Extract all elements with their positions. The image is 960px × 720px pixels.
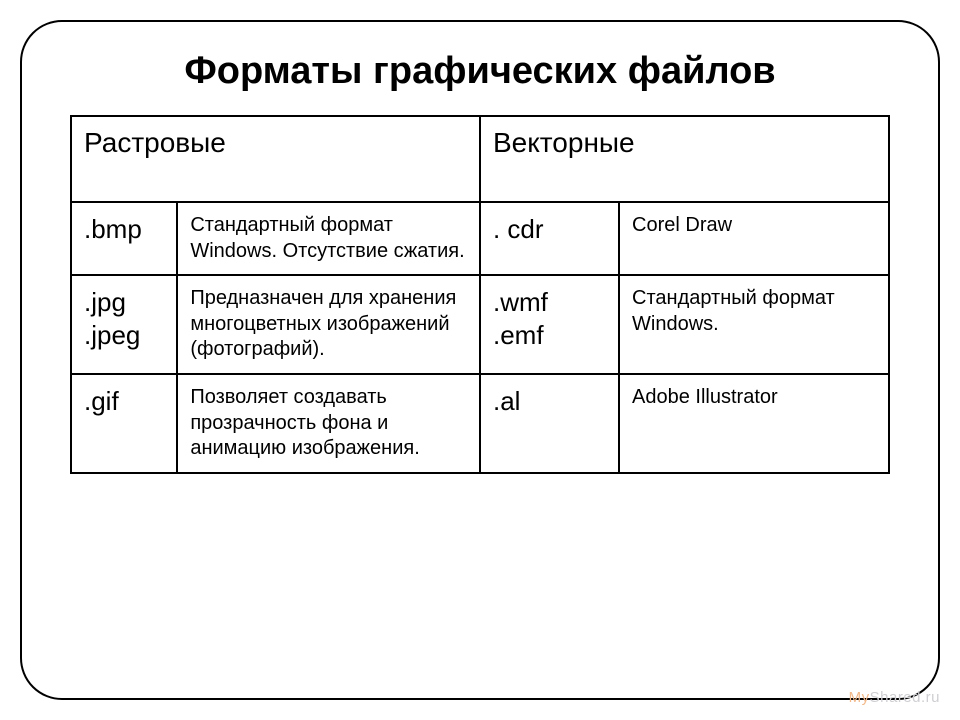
vector-desc: Corel Draw xyxy=(619,202,889,275)
formats-table: Растровые Векторные .bmp Стандартный фор… xyxy=(70,115,890,474)
raster-desc: Предназначен для хранения многоцветных и… xyxy=(177,275,480,374)
watermark: MyShared.ru xyxy=(849,689,940,706)
table-header-row: Растровые Векторные xyxy=(71,116,889,202)
table-row: .bmp Стандартный формат Windows. Отсутст… xyxy=(71,202,889,275)
vector-desc: Стандартный формат Windows. xyxy=(619,275,889,374)
raster-desc: Стандартный формат Windows. Отсутствие с… xyxy=(177,202,480,275)
watermark-right: Shared.ru xyxy=(870,689,940,706)
table-row: .gif Позволяет создавать прозрачность фо… xyxy=(71,374,889,473)
raster-ext: .bmp xyxy=(71,202,177,275)
vector-ext: .al xyxy=(480,374,619,473)
vector-ext: . cdr xyxy=(480,202,619,275)
table-row: .jpg.jpeg Предназначен для хранения мног… xyxy=(71,275,889,374)
header-vector: Векторные xyxy=(480,116,889,202)
header-raster: Растровые xyxy=(71,116,480,202)
vector-desc: Adobe Illustrator xyxy=(619,374,889,473)
raster-desc: Позволяет создавать прозрачность фона и … xyxy=(177,374,480,473)
watermark-left: My xyxy=(849,689,870,706)
raster-ext: .gif xyxy=(71,374,177,473)
raster-ext: .jpg.jpeg xyxy=(71,275,177,374)
vector-ext: .wmf.emf xyxy=(480,275,619,374)
slide-title: Форматы графических файлов xyxy=(70,50,890,93)
slide-frame: Форматы графических файлов Растровые Век… xyxy=(20,20,940,700)
